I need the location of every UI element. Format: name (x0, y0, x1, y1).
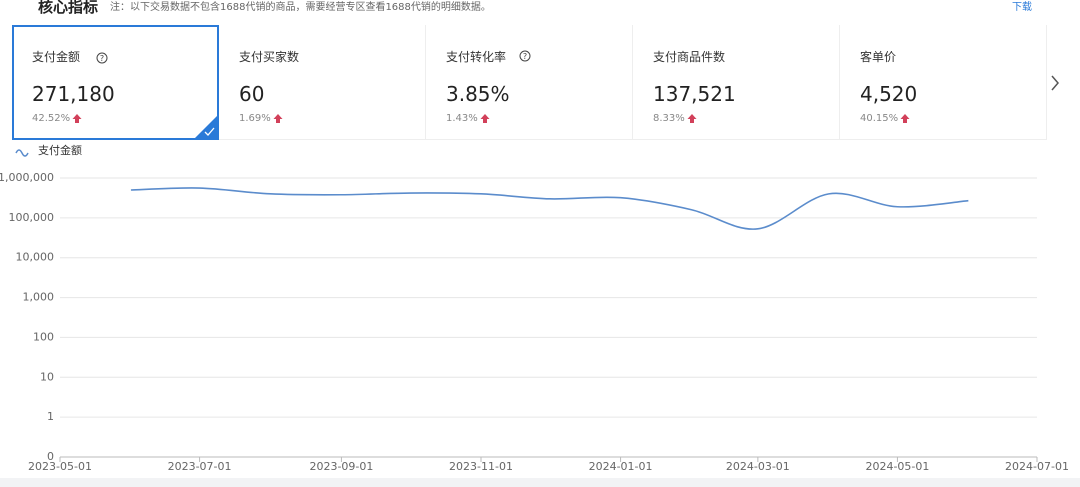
next-arrow[interactable] (1048, 72, 1062, 94)
card-label: 客单价 (860, 50, 897, 64)
card-label: 支付金额 (32, 50, 81, 64)
x-tick-label: 2024-03-01 (726, 460, 790, 473)
card-label: 支付商品件数 (653, 50, 726, 64)
card-value: 3.85% (446, 82, 510, 106)
header: 核心指标 注：以下交易数据不包含1688代销的商品，需要经营专区查看1688代销… (0, 0, 1080, 22)
up-icon (273, 114, 283, 123)
up-icon (900, 114, 910, 123)
selected-mark (195, 116, 217, 138)
kpi-card[interactable]: 支付转化率? 3.85% 1.43% (426, 25, 633, 140)
card-value: 60 (239, 82, 265, 106)
x-tick-label: 2023-05-01 (28, 460, 92, 473)
card-change: 40.15% (860, 113, 899, 124)
x-tick-label: 2024-05-01 (865, 460, 929, 473)
card-change: 1.69% (239, 113, 271, 124)
y-tick-label: 10 (40, 370, 54, 383)
x-tick-label: 2023-09-01 (309, 460, 373, 473)
card-value: 271,180 (32, 82, 115, 106)
card-change: 42.52% (32, 113, 71, 124)
svg-text:?: ? (100, 54, 104, 63)
card-value: 4,520 (860, 82, 918, 106)
up-icon (72, 114, 82, 123)
legend-icon (15, 149, 29, 157)
kpi-card[interactable]: 支付商品件数 137,521 8.33% (633, 25, 840, 140)
svg-text:?: ? (523, 52, 527, 61)
y-tick-label: 100,000 (9, 211, 55, 224)
up-icon (687, 114, 697, 123)
kpi-card[interactable]: 支付金额? 271,180 42.52% (12, 25, 219, 140)
footer-bar (0, 478, 1080, 487)
x-tick-label: 2024-01-01 (589, 460, 653, 473)
card-value: 137,521 (653, 82, 736, 106)
card-change: 1.43% (446, 113, 478, 124)
card-label: 支付买家数 (239, 50, 300, 64)
y-tick-label: 1,000 (23, 291, 55, 304)
y-tick-label: 1,000,000 (0, 171, 54, 184)
section-title: 核心指标 (38, 0, 99, 16)
y-tick-label: 100 (33, 330, 54, 343)
x-tick-label: 2023-07-01 (168, 460, 232, 473)
y-tick-label: 1 (47, 410, 54, 423)
up-icon (480, 114, 490, 123)
note: 注：以下交易数据不包含1688代销的商品，需要经营专区查看1688代销的明细数据… (110, 2, 491, 13)
x-tick-label: 2023-11-01 (449, 460, 513, 473)
chart: 支付金额 0 1 10 100 1,000 10,000 100,000 1,000,000 20… (0, 143, 1069, 473)
y-tick-label: 0 (47, 450, 54, 463)
kpi-card[interactable]: 客单价 4,520 40.15% (840, 25, 1047, 140)
help-icon[interactable]: ? (96, 52, 108, 64)
kpi-card[interactable]: 支付买家数 60 1.69% (219, 25, 426, 140)
download-link[interactable]: 下载 (1012, 2, 1032, 13)
card-change: 8.33% (653, 113, 685, 124)
legend-label: 支付金额 (38, 143, 82, 157)
y-tick-label: 10,000 (16, 251, 55, 264)
x-tick-label: 2024-07-01 (1005, 460, 1069, 473)
series-line (130, 187, 969, 230)
help-icon[interactable]: ? (519, 50, 531, 62)
card-label: 支付转化率 (446, 50, 507, 64)
